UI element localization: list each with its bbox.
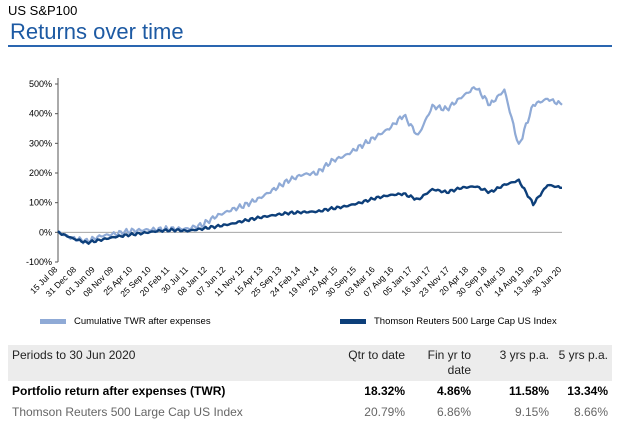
page-title: Returns over time	[10, 19, 184, 44]
table-header-qtr: Qtr to date	[316, 345, 409, 381]
cell-3yrs: 11.58%	[508, 384, 549, 398]
legend-label-twr: Cumulative TWR after expenses	[74, 316, 211, 327]
page-kicker: US S&P100	[8, 3, 78, 18]
title-divider	[8, 45, 612, 47]
legend-swatch-index	[340, 319, 366, 324]
cell-qtr: 18.32%	[364, 384, 405, 398]
table-header-5yrs: 5 yrs p.a.	[553, 345, 612, 381]
series-line-twr	[57, 86, 563, 245]
cell-5yrs: 13.34%	[567, 384, 608, 398]
series-line-index	[57, 178, 562, 245]
y-tick-label: 200%	[29, 168, 52, 178]
table-row: Portfolio return after expenses (TWR) 18…	[8, 381, 612, 402]
cell-finyr: 4.86%	[436, 384, 471, 398]
y-tick-label: -100%	[26, 257, 52, 267]
row-label: Portfolio return after expenses (TWR)	[12, 384, 226, 398]
table-row: Thomson Reuters 500 Large Cap US Index 2…	[8, 402, 612, 423]
cell-qtr: 20.79%	[364, 405, 405, 419]
y-tick-label: 400%	[29, 109, 52, 119]
legend-item-twr: Cumulative TWR after expenses	[40, 316, 211, 327]
table-header-row: Periods to 30 Jun 2020 Qtr to date Fin y…	[8, 345, 612, 381]
y-tick-label: 300%	[29, 138, 52, 148]
cell-3yrs: 9.15%	[514, 405, 549, 419]
y-tick-label: 500%	[29, 79, 52, 89]
legend-label-index: Thomson Reuters 500 Large Cap US Index	[374, 316, 557, 327]
row-label: Thomson Reuters 500 Large Cap US Index	[12, 405, 243, 419]
y-tick-label: 100%	[29, 198, 52, 208]
cell-5yrs: 8.66%	[573, 405, 608, 419]
table-header-period: Periods to 30 Jun 2020	[8, 345, 316, 381]
table-header-3yrs: 3 yrs p.a.	[475, 345, 553, 381]
legend-swatch-twr	[40, 319, 66, 324]
legend-item-index: Thomson Reuters 500 Large Cap US Index	[340, 316, 557, 327]
table-header-finyr: Fin yr to date	[409, 345, 475, 381]
cell-finyr: 6.86%	[436, 405, 471, 419]
y-tick-label: 0%	[39, 227, 52, 237]
performance-table: Periods to 30 Jun 2020 Qtr to date Fin y…	[8, 345, 612, 423]
